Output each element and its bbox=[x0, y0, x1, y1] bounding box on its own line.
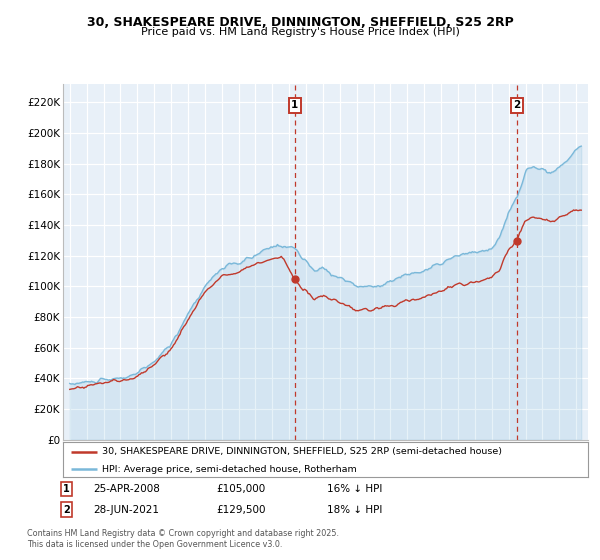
Text: 18% ↓ HPI: 18% ↓ HPI bbox=[327, 505, 382, 515]
Text: HPI: Average price, semi-detached house, Rotherham: HPI: Average price, semi-detached house,… bbox=[103, 465, 357, 474]
Text: Contains HM Land Registry data © Crown copyright and database right 2025.
This d: Contains HM Land Registry data © Crown c… bbox=[27, 529, 339, 549]
Text: 25-APR-2008: 25-APR-2008 bbox=[93, 484, 160, 494]
Text: 1: 1 bbox=[63, 484, 70, 494]
Text: 2: 2 bbox=[63, 505, 70, 515]
Text: 30, SHAKESPEARE DRIVE, DINNINGTON, SHEFFIELD, S25 2RP: 30, SHAKESPEARE DRIVE, DINNINGTON, SHEFF… bbox=[86, 16, 514, 29]
Text: 16% ↓ HPI: 16% ↓ HPI bbox=[327, 484, 382, 494]
Text: 1: 1 bbox=[291, 100, 298, 110]
Text: 30, SHAKESPEARE DRIVE, DINNINGTON, SHEFFIELD, S25 2RP (semi-detached house): 30, SHAKESPEARE DRIVE, DINNINGTON, SHEFF… bbox=[103, 447, 502, 456]
Text: £129,500: £129,500 bbox=[216, 505, 265, 515]
Text: Price paid vs. HM Land Registry's House Price Index (HPI): Price paid vs. HM Land Registry's House … bbox=[140, 27, 460, 37]
Text: 28-JUN-2021: 28-JUN-2021 bbox=[93, 505, 159, 515]
Text: 2: 2 bbox=[514, 100, 521, 110]
Text: £105,000: £105,000 bbox=[216, 484, 265, 494]
